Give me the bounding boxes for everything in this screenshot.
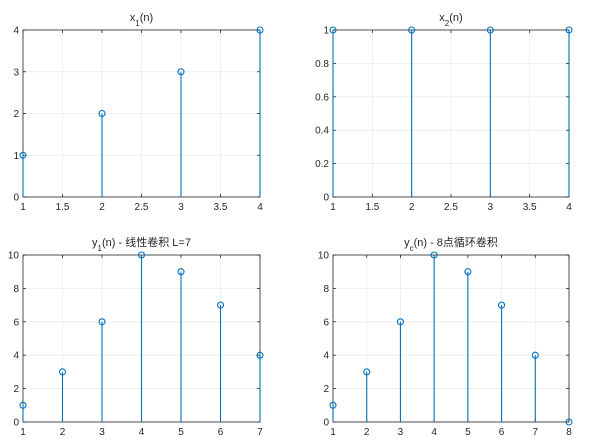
y-tick-label: 0 [13, 193, 19, 204]
stem-marker [177, 68, 185, 76]
stem-marker [464, 268, 472, 276]
y-tick-label: 2 [13, 109, 19, 120]
x-tick-label: 1 [20, 427, 26, 438]
stem-marker [430, 251, 438, 259]
stem-marker [408, 26, 416, 34]
y-tick-label: 4 [13, 26, 19, 37]
stem-marker [565, 26, 573, 34]
chart-title: x2(n) [439, 12, 462, 28]
chart-4: 1 2 3 4 5 6 7 8 0 2 4 6 8 10 yc(n) - 8点循环卷积 [318, 235, 573, 438]
stem-marker [256, 26, 264, 34]
stem-marker [363, 368, 371, 376]
y-tick-label: 1 [13, 151, 19, 162]
x-tick-label: 5 [465, 427, 471, 438]
stem-marker [256, 351, 264, 359]
x-tick-label: 1 [330, 427, 336, 438]
y-tick-label: 8 [323, 284, 329, 295]
y-tick-label: 0.8 [315, 59, 329, 70]
y-tick-label: 10 [318, 251, 330, 262]
y-tick-label: 0 [13, 418, 19, 429]
x-tick-label: 1 [330, 202, 336, 213]
y-tick-label: 2 [13, 384, 19, 395]
stem-marker [498, 301, 506, 309]
y-tick-label: 6 [13, 317, 19, 328]
stem-marker [396, 318, 404, 326]
stem-marker [58, 368, 67, 376]
y-tick-label: 8 [13, 284, 19, 295]
y-tick-label: 6 [323, 317, 329, 328]
stem-marker [565, 418, 573, 426]
y-tick-label: 3 [13, 67, 19, 78]
x-tick-label: 3 [99, 427, 105, 438]
stem-marker [19, 151, 27, 159]
stem-marker [137, 251, 146, 259]
y-tick-label: 0 [323, 418, 329, 429]
x-tick-label: 7 [533, 427, 539, 438]
x-tick-label: 7 [257, 427, 263, 438]
stem-marker [177, 268, 185, 276]
stem-marker [98, 318, 106, 326]
x-tick-label: 4 [566, 202, 572, 213]
stem-marker [98, 109, 106, 118]
stem-marker [216, 301, 225, 309]
x-tick-label: 2.5 [444, 202, 458, 213]
chart-title: y1(n) - 线性卷积 L=7 [92, 235, 191, 253]
stem-marker [19, 401, 27, 409]
x-tick-label: 4 [257, 202, 263, 213]
y-tick-label: 10 [8, 251, 20, 262]
x-tick-label: 1.5 [365, 202, 379, 213]
x-tick-label: 4 [139, 427, 145, 438]
chart-2: 1 1.5 2 2.5 3 3.5 4 0 0.2 0.4 0.6 0.8 1 x2(n) [315, 12, 573, 213]
x-tick-label: 6 [218, 427, 224, 438]
x-tick-label: 1.5 [56, 202, 70, 213]
x-tick-label: 3.5 [523, 202, 537, 213]
x-tick-label: 3 [398, 427, 404, 438]
x-tick-label: 2 [60, 427, 66, 438]
stem-marker [486, 26, 494, 34]
x-tick-label: 3 [488, 202, 494, 213]
axes-box [332, 254, 570, 423]
plot-area [333, 255, 569, 422]
x-tick-label: 6 [499, 427, 505, 438]
x-tick-label: 2 [364, 427, 370, 438]
x-tick-label: 3.5 [214, 202, 228, 213]
x-tick-label: 3 [178, 202, 184, 213]
y-tick-label: 1 [323, 26, 329, 37]
y-tick-label: 0.4 [315, 126, 329, 137]
y-tick-label: 4 [323, 351, 329, 362]
x-tick-label: 4 [431, 427, 437, 438]
x-tick-label: 2 [409, 202, 415, 213]
x-tick-label: 2.5 [135, 202, 149, 213]
x-tick-label: 1 [20, 202, 26, 213]
y-tick-label: 0.6 [315, 92, 329, 103]
y-tick-label: 2 [323, 384, 329, 395]
y-tick-label: 0.2 [315, 159, 329, 170]
stem-marker [329, 401, 337, 409]
stem-marker [531, 351, 539, 359]
y-tick-label: 4 [13, 351, 19, 362]
x-tick-label: 5 [178, 427, 184, 438]
y-tick-label: 0 [323, 193, 329, 204]
x-tick-label: 8 [566, 427, 572, 438]
x-tick-label: 2 [99, 202, 105, 213]
chart-3: 1 2 3 4 5 6 7 0 2 4 6 8 10 y1(n) - 线性卷积 L=7 [8, 235, 264, 438]
chart-title: x1(n) [130, 12, 153, 28]
chart-title: yc(n) - 8点循环卷积 [404, 235, 498, 253]
stem-marker [329, 26, 337, 34]
